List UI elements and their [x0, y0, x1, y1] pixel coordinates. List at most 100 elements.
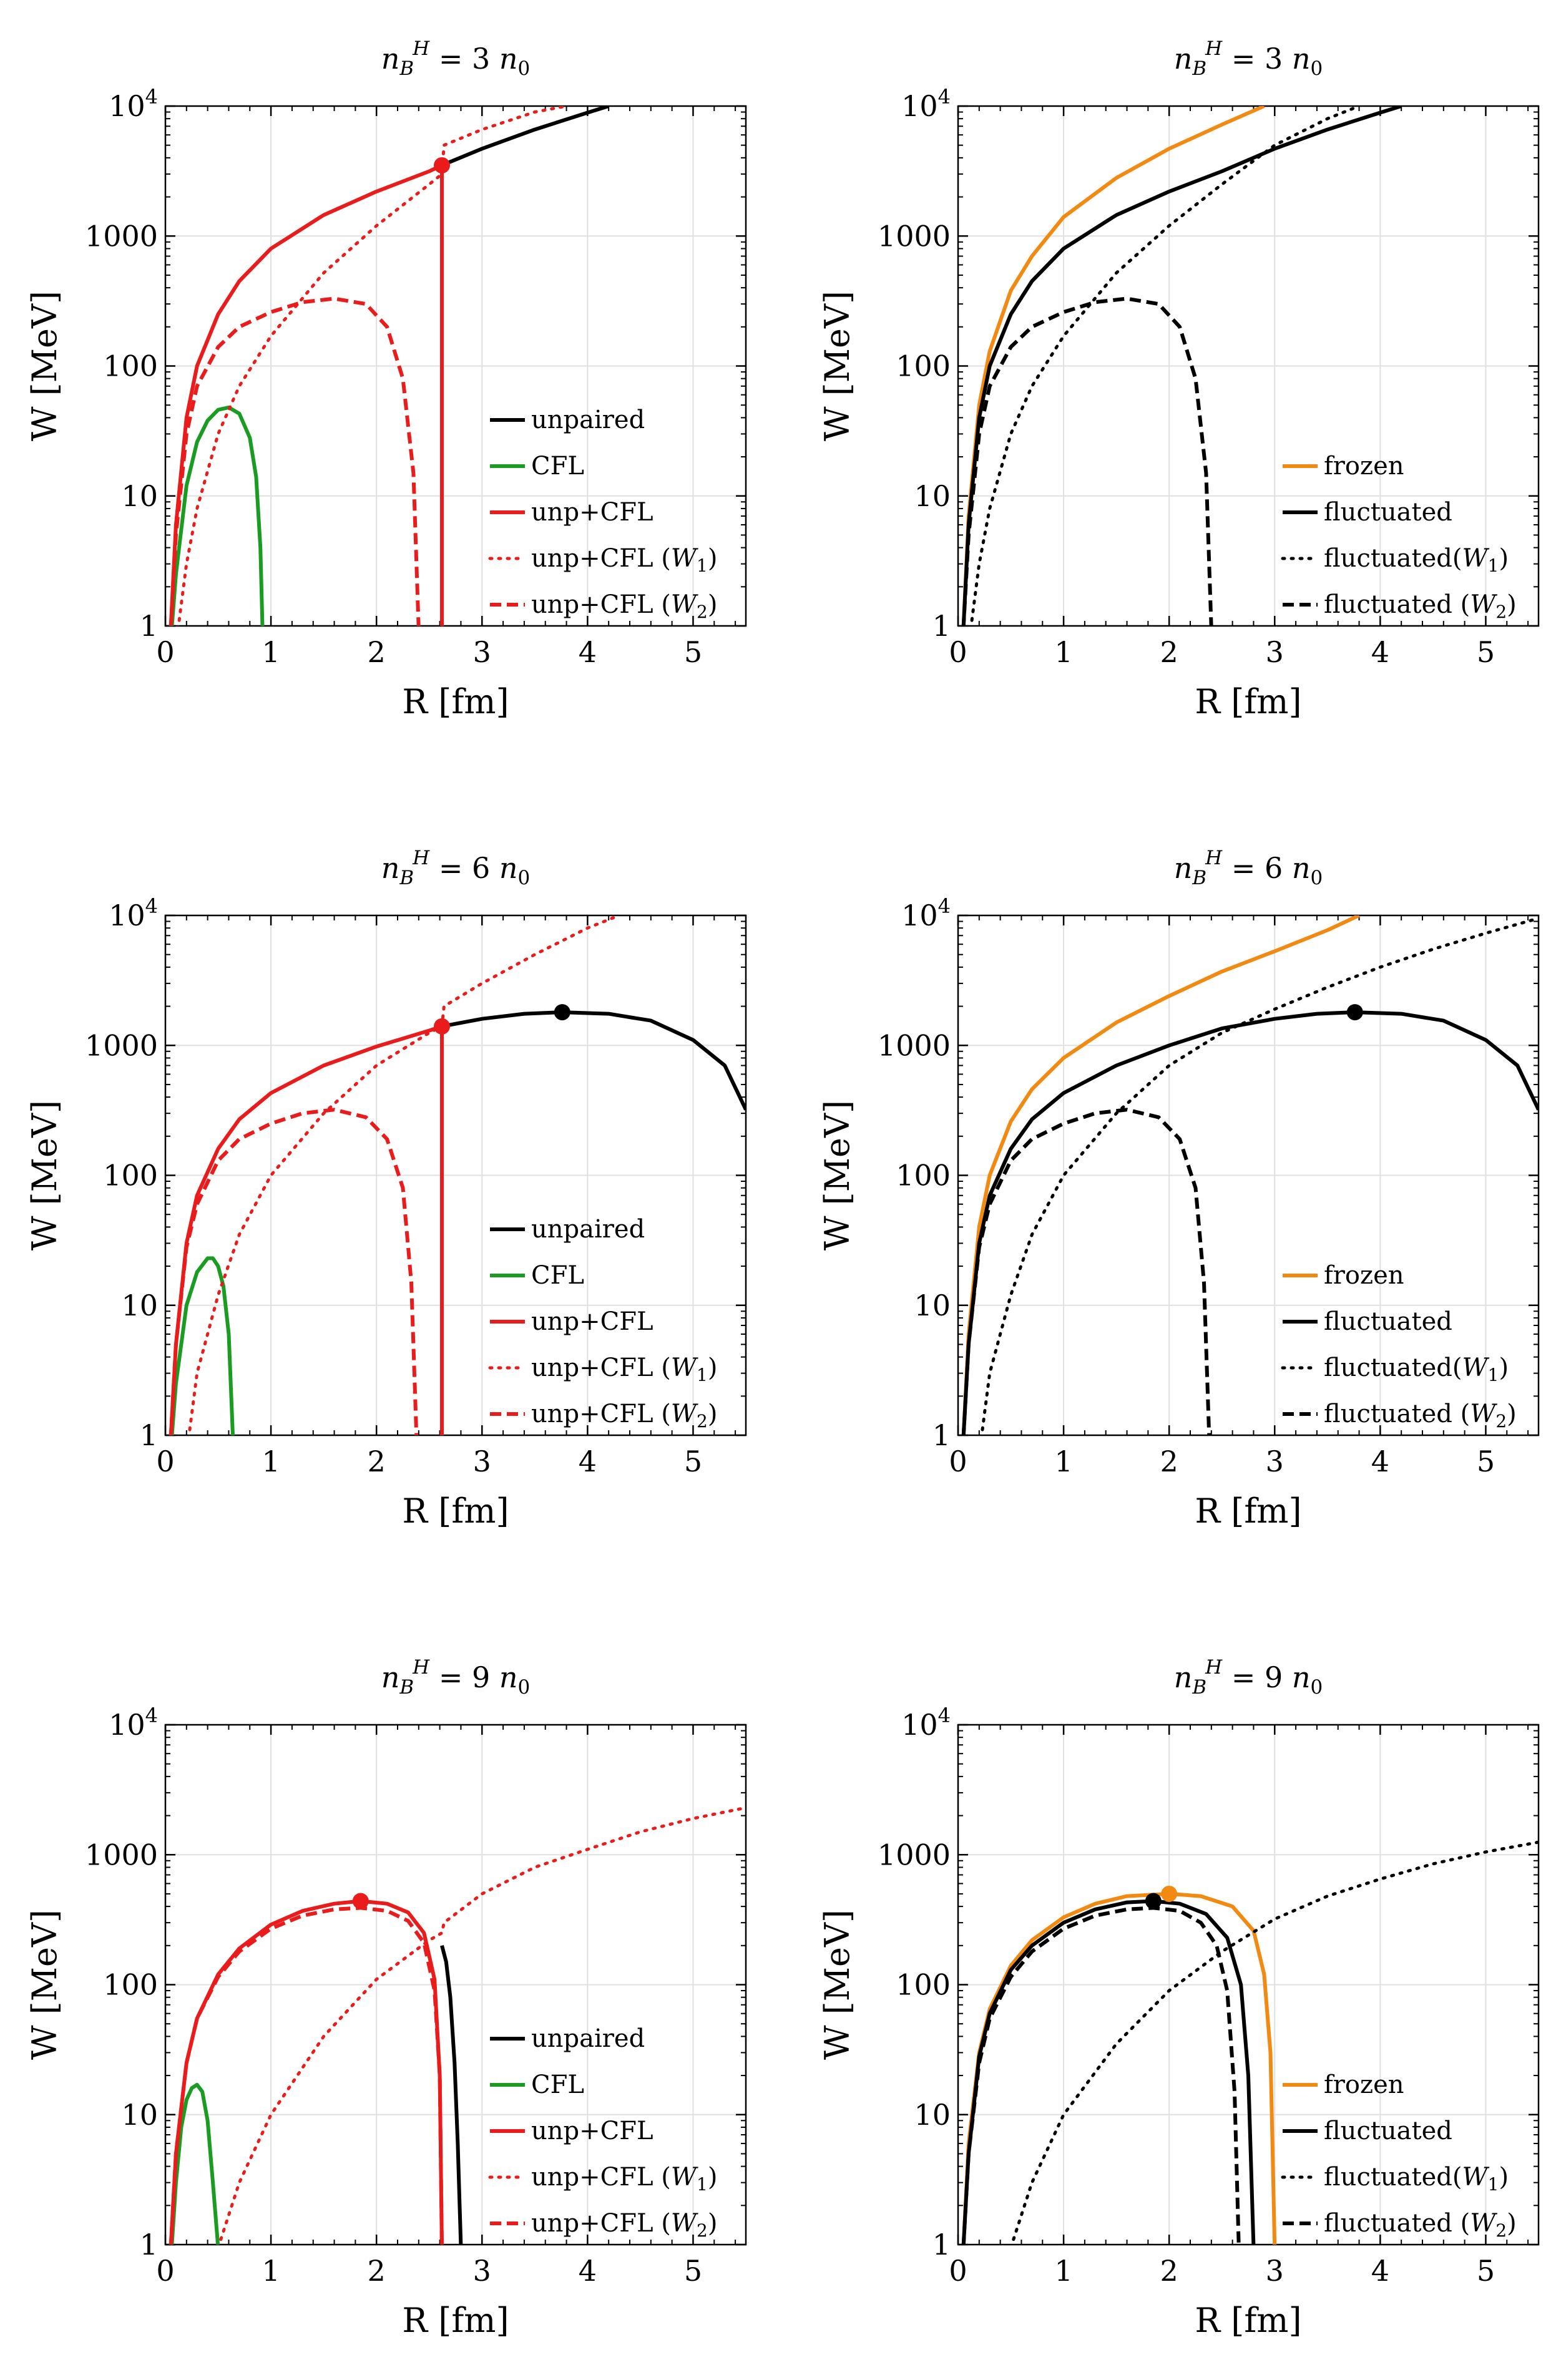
series-group: [961, 915, 1539, 1435]
y-axis-label: W [MeV]: [818, 1909, 857, 2060]
x-tick-label: 4: [579, 2254, 597, 2288]
y-tick-label: 100: [896, 1968, 951, 2002]
y-tick-label: 104: [109, 1704, 158, 1742]
data-point-marker: [1161, 1885, 1178, 1902]
series-group: [961, 106, 1402, 626]
y-axis-label: W [MeV]: [818, 291, 857, 441]
x-tick-label: 5: [1477, 1445, 1495, 1478]
series-line: [961, 106, 1402, 626]
chart-title: nBH = 6 n0: [381, 847, 531, 889]
y-tick-label: 1: [932, 609, 951, 643]
legend-entry: unp+CFL: [531, 1307, 653, 1336]
x-tick-label: 3: [473, 1445, 491, 1478]
series-group: [169, 915, 746, 1435]
legend-entry: unp+CFL (W1): [531, 2163, 717, 2195]
series-line: [961, 915, 1360, 1435]
series-group: [169, 106, 610, 626]
x-tick-label: 2: [368, 2254, 386, 2288]
y-tick-label: 1: [140, 2228, 158, 2261]
data-point-marker: [434, 157, 451, 173]
series-line: [169, 1108, 419, 1435]
legend-entry: CFL: [531, 1261, 584, 1290]
series-group: [961, 1840, 1539, 2245]
x-tick-label: 5: [1477, 635, 1495, 669]
x-tick-label: 2: [1160, 2254, 1178, 2288]
series-line: [169, 1024, 443, 1435]
legend-entry: unp+CFL (W1): [531, 544, 717, 576]
legend-entry: unpaired: [531, 2024, 645, 2053]
x-tick-label: 2: [1160, 635, 1178, 669]
grid: [958, 106, 1539, 626]
legend-entry: fluctuated: [1324, 498, 1452, 527]
data-point-marker: [1145, 1893, 1162, 1909]
legend-entry: frozen: [1324, 452, 1404, 480]
y-tick-label: 1: [140, 609, 158, 643]
legend-entry: fluctuated(W1): [1324, 2163, 1509, 2195]
x-tick-label: 3: [473, 2254, 491, 2288]
series-line: [170, 405, 265, 626]
x-tick-label: 3: [1266, 635, 1284, 669]
series-line: [169, 296, 421, 626]
y-tick-label: 1: [932, 1418, 951, 1452]
series-line: [961, 106, 1265, 626]
legend: unpaired CFL unp+CFL unp+CFL (W1) unp+CFL (W…: [488, 2024, 717, 2241]
x-tick-label: 1: [1054, 2254, 1072, 2288]
y-tick-label: 1000: [85, 219, 158, 253]
x-tick-label: 5: [684, 635, 702, 669]
legend-entry: CFL: [531, 2070, 584, 2099]
legend-entry: frozen: [1324, 1261, 1404, 1290]
x-tick-label: 2: [368, 1445, 386, 1478]
series-line: [440, 1945, 463, 2245]
y-tick-label: 1: [140, 1418, 158, 1452]
data-point-marker: [434, 1018, 451, 1035]
y-tick-label: 104: [109, 85, 158, 123]
y-tick-label: 10: [914, 479, 951, 513]
x-tick-label: 4: [579, 1445, 597, 1478]
x-tick-label: 0: [949, 2254, 967, 2288]
x-axis-label: R [fm]: [402, 682, 509, 721]
y-tick-label: 100: [896, 1159, 951, 1192]
x-tick-label: 4: [1371, 1445, 1389, 1478]
x-tick-label: 5: [1477, 2254, 1495, 2288]
grid: [958, 915, 1539, 1435]
x-tick-label: 4: [1371, 2254, 1389, 2288]
legend-entry: fluctuated(W1): [1324, 544, 1509, 576]
x-tick-label: 0: [156, 635, 174, 669]
y-tick-label: 1000: [878, 1838, 951, 1871]
series-line: [170, 2082, 220, 2245]
y-tick-label: 1: [932, 2228, 951, 2261]
x-tick-label: 0: [156, 1445, 174, 1478]
y-tick-label: 10: [121, 479, 158, 513]
y-axis-label: W [MeV]: [25, 291, 64, 441]
legend-entry: unpaired: [531, 1215, 645, 1244]
legend-entry: unp+CFL (W1): [531, 1353, 717, 1385]
legend-entry: unp+CFL (W2): [531, 590, 717, 622]
series-group: [169, 1806, 746, 2245]
x-tick-label: 1: [262, 635, 280, 669]
series-line: [980, 917, 1539, 1435]
series-line: [1010, 1840, 1539, 2245]
series-line: [969, 106, 1361, 626]
y-tick-label: 1000: [878, 219, 951, 253]
series-line: [441, 1010, 746, 1111]
x-tick-label: 3: [473, 635, 491, 669]
series-line: [961, 1108, 1211, 1435]
x-tick-label: 5: [684, 1445, 702, 1478]
legend-entry: unp+CFL (W2): [531, 1400, 717, 1431]
legend-entry: fluctuated (W2): [1324, 590, 1517, 622]
y-axis-label: W [MeV]: [25, 1909, 64, 2060]
chart-title: nBH = 6 n0: [1174, 847, 1323, 889]
x-tick-label: 3: [1266, 1445, 1284, 1478]
legend-entry: frozen: [1324, 2070, 1404, 2099]
series-line: [169, 1906, 444, 2245]
x-tick-label: 2: [368, 635, 386, 669]
y-tick-label: 1000: [85, 1028, 158, 1062]
x-tick-label: 1: [262, 1445, 280, 1478]
y-tick-label: 10: [914, 2098, 951, 2132]
series-line: [961, 296, 1213, 626]
y-axis-label: W [MeV]: [818, 1100, 857, 1251]
